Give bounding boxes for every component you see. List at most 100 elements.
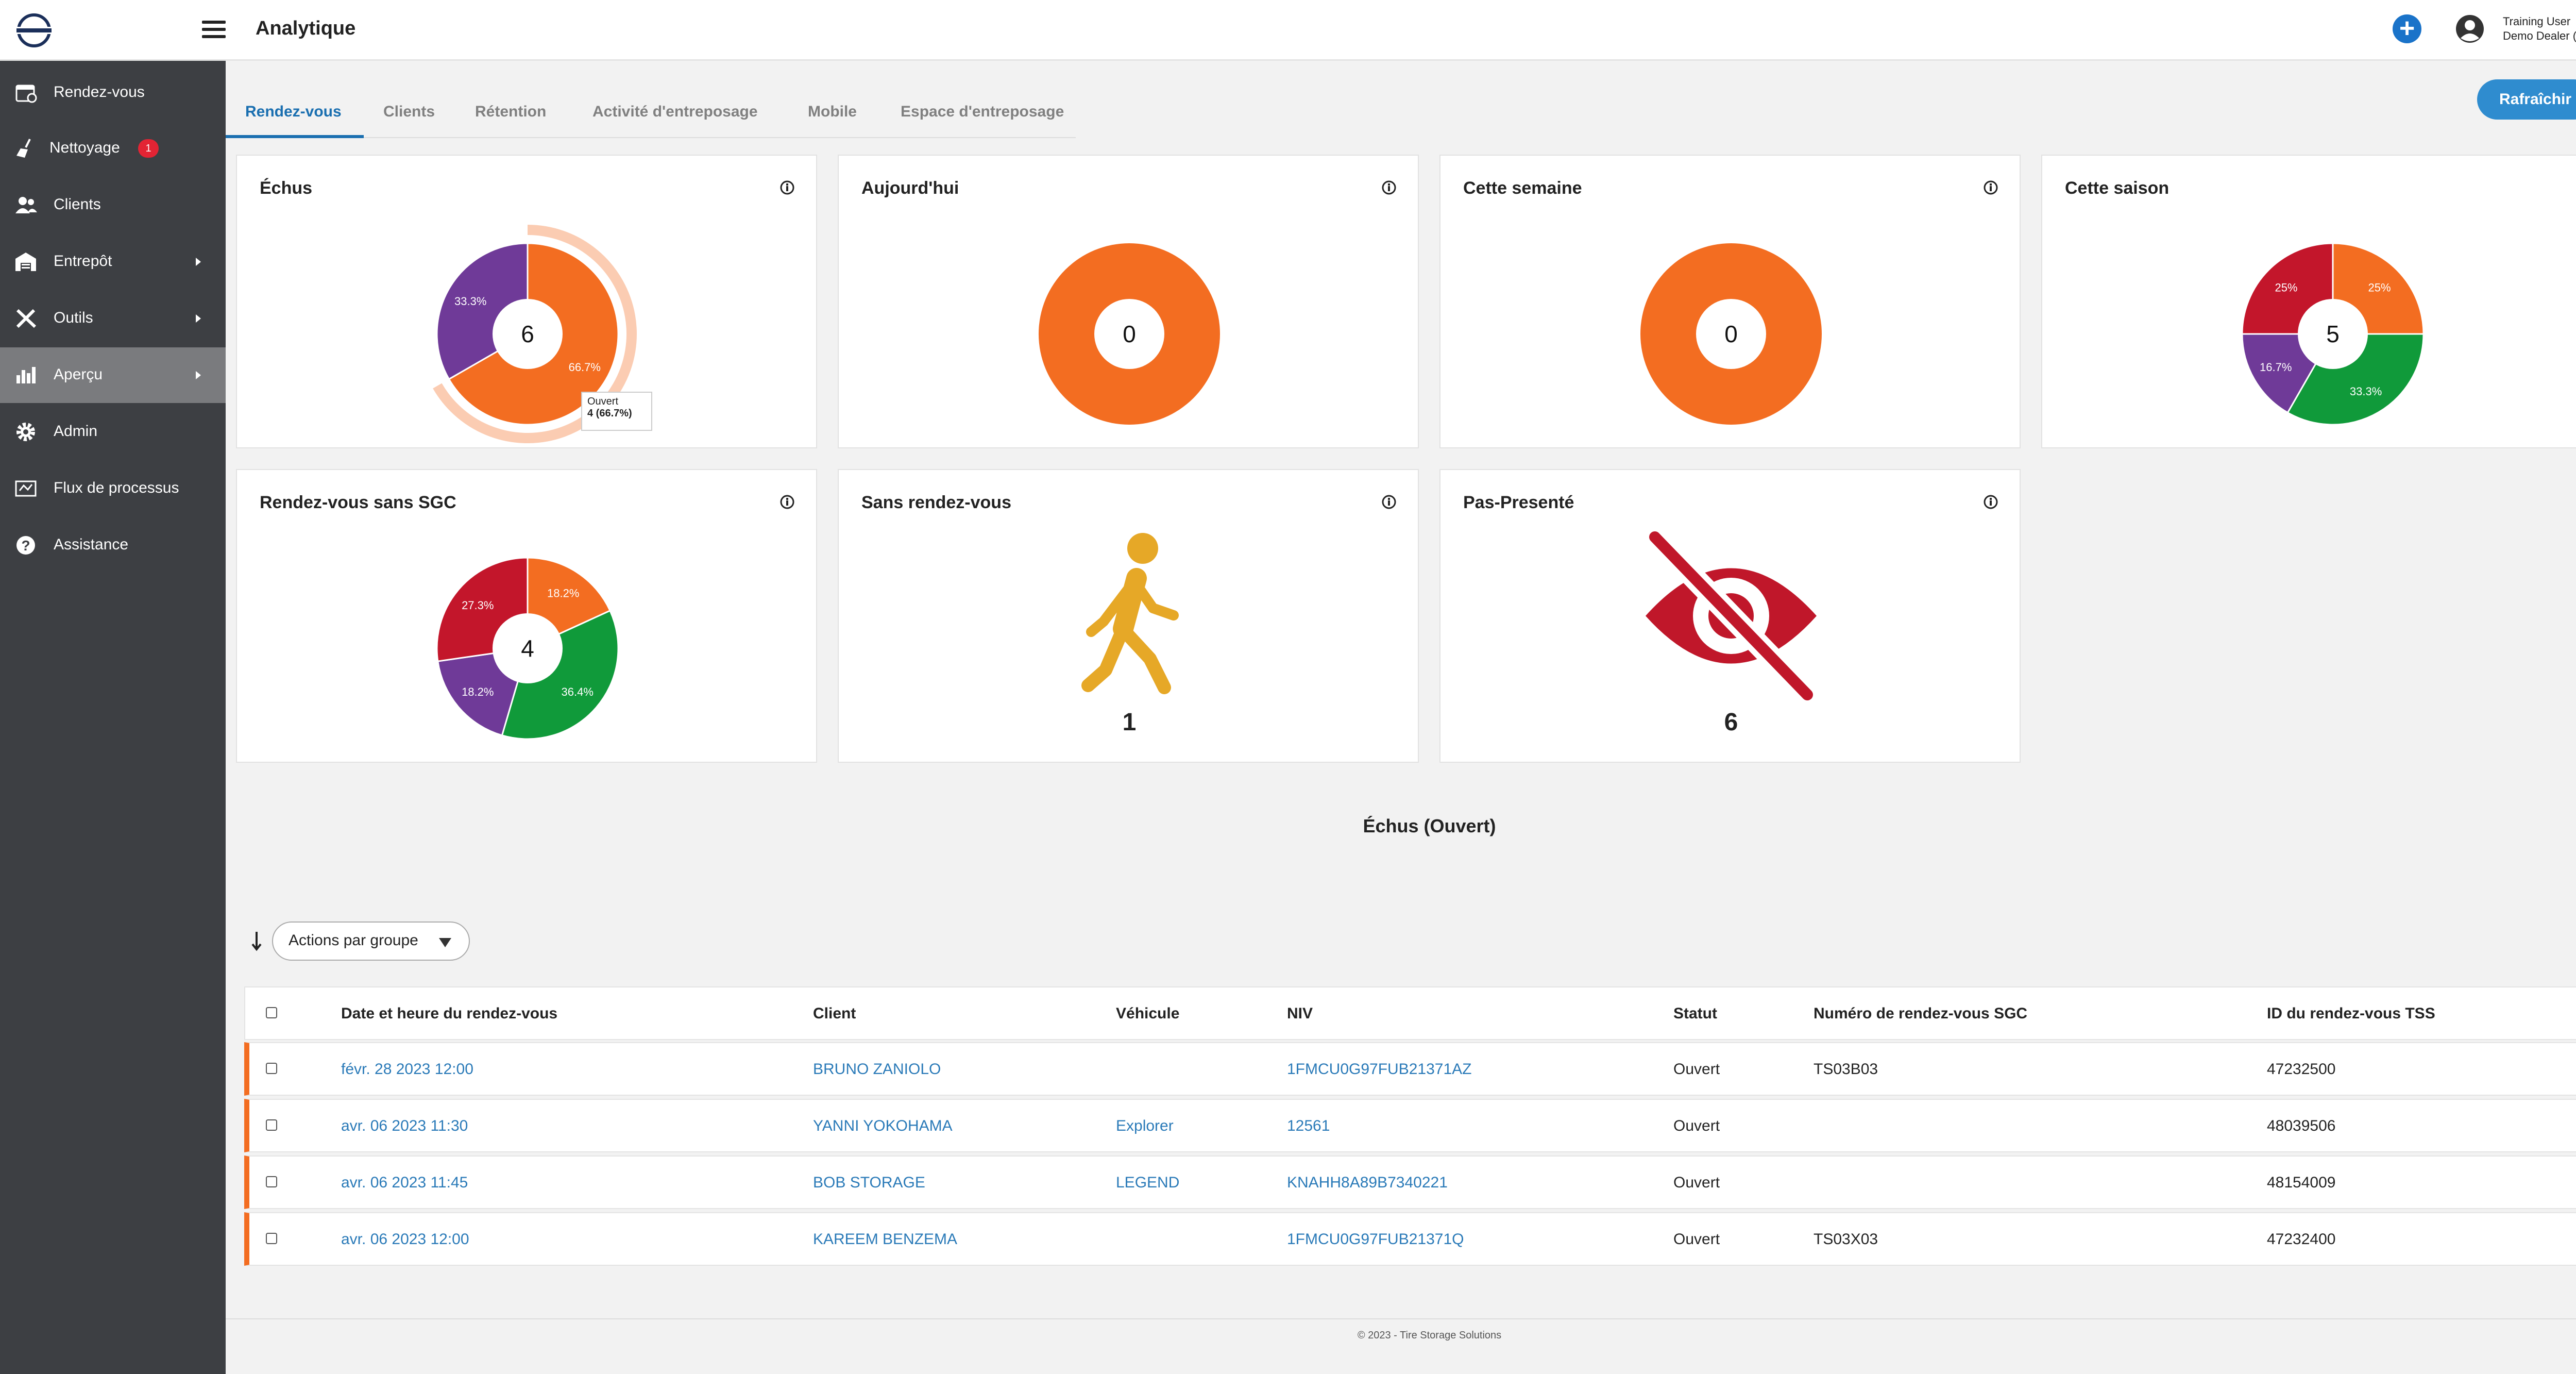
aujourdhui-pie-chart[interactable]: 0	[839, 156, 1420, 449]
pie-slice-label: 18.2%	[462, 685, 494, 698]
sidebar-item-nettoyage[interactable]: Nettoyage 1	[0, 121, 226, 176]
company-logo[interactable]	[13, 13, 55, 47]
card-title: Cette saison	[2065, 178, 2170, 198]
sidebar-item-entrepot[interactable]: Entrepôt	[0, 234, 226, 290]
card-title: Rendez-vous sans SGC	[260, 493, 456, 512]
pie-slice-label: 25%	[2275, 281, 2297, 294]
user-avatar-icon[interactable]	[2455, 14, 2484, 43]
sidebar-item-flux-de-processus[interactable]: Flux de processus	[0, 461, 226, 516]
info-icon[interactable]	[1382, 180, 1396, 195]
info-icon[interactable]	[780, 495, 794, 509]
info-icon[interactable]	[1382, 495, 1396, 509]
add-button[interactable]: +	[2393, 14, 2421, 43]
footer-divider	[226, 1318, 2576, 1319]
sidebar-item-rendez-vous[interactable]: Rendez-vous	[0, 65, 226, 121]
card-aujourdhui: Aujourd'hui 0	[838, 155, 1419, 448]
info-icon[interactable]	[1984, 495, 1998, 509]
donut-center	[1696, 299, 1766, 369]
pie-slice-1[interactable]	[501, 609, 619, 740]
niv-link[interactable]: KNAHH8A89B7340221	[1287, 1174, 1448, 1191]
sidebar-item-outils[interactable]: Outils	[0, 291, 226, 346]
pie-slice-label: 33.3%	[454, 295, 486, 308]
info-icon[interactable]	[1984, 180, 1998, 195]
tab-activite-entreposage[interactable]: Activité d'entreposage	[592, 103, 758, 120]
niv-link[interactable]: 12561	[1287, 1117, 1330, 1134]
pie-slice-label: 27.3%	[462, 599, 494, 612]
tab-retention[interactable]: Rétention	[475, 103, 547, 120]
vehicle-link[interactable]: LEGEND	[1116, 1174, 1180, 1191]
appointment-date-link[interactable]: févr. 28 2023 12:00	[341, 1061, 473, 1078]
vehicle-link[interactable]: Explorer	[1116, 1117, 1174, 1134]
status-text: Ouvert	[1673, 1231, 1720, 1248]
column-header[interactable]: Date et heure du rendez-vous	[341, 1005, 558, 1022]
tooltip-label: Ouvert	[587, 396, 619, 407]
sidebar-item-label: Rendez-vous	[54, 83, 145, 100]
sidebar-item-label: Outils	[54, 309, 93, 326]
tss-id: 47232400	[2267, 1231, 2336, 1248]
chevron-right-icon	[196, 258, 201, 266]
sidebar: Rendez-vous Nettoyage 1 Clients Entrepôt…	[0, 61, 226, 1374]
row-checkbox[interactable]	[266, 1063, 277, 1074]
sidebar-item-label: Entrepôt	[54, 253, 112, 270]
saison-pie-chart[interactable]: 25% 33.3% 16.7% 25% 5	[2042, 156, 2576, 449]
donut-center	[493, 613, 563, 683]
sidebar-item-clients[interactable]: Clients	[0, 177, 226, 233]
sidebar-item-admin[interactable]: Admin	[0, 404, 226, 460]
tooltip-value: 4 (66.7%)	[587, 408, 632, 419]
user-info[interactable]: Training User Demo Dealer (10)	[2503, 14, 2576, 43]
active-tab-indicator	[226, 135, 364, 138]
semaine-pie-chart[interactable]: 0	[1440, 156, 2022, 449]
appointment-date-link[interactable]: avr. 06 2023 12:00	[341, 1231, 469, 1248]
table-row[interactable]: avr. 06 2023 11:30 YANNI YOKOHAMA Explor…	[244, 1099, 2576, 1152]
row-checkbox[interactable]	[266, 1233, 277, 1244]
donut-center-value: 5	[2326, 321, 2340, 347]
select-all-checkbox[interactable]	[266, 1007, 277, 1018]
sidebar-item-apercu[interactable]: Aperçu	[0, 347, 226, 403]
sidebar-item-assistance[interactable]: ? Assistance	[0, 517, 226, 573]
row-checkbox[interactable]	[266, 1176, 277, 1187]
column-header[interactable]: Véhicule	[1116, 1005, 1180, 1022]
group-actions-dropdown[interactable]: Actions par groupe	[272, 921, 470, 961]
page-title: Analytique	[256, 18, 356, 39]
column-header[interactable]: Client	[813, 1005, 856, 1022]
status-text: Ouvert	[1673, 1174, 1720, 1191]
client-link[interactable]: KAREEM BENZEMA	[813, 1231, 958, 1248]
column-header[interactable]: Numéro de rendez-vous SGC	[1814, 1005, 2028, 1022]
niv-link[interactable]: 1FMCU0G97FUB21371Q	[1287, 1231, 1464, 1248]
appointment-date-link[interactable]: avr. 06 2023 11:30	[341, 1117, 468, 1134]
donut-center	[2298, 299, 2368, 369]
column-header[interactable]: Statut	[1673, 1005, 1717, 1022]
tab-divider	[226, 137, 1076, 138]
client-link[interactable]: BRUNO ZANIOLO	[813, 1061, 941, 1078]
menu-toggle-icon[interactable]	[202, 21, 226, 39]
sort-icon[interactable]	[250, 931, 263, 951]
column-header[interactable]: NIV	[1287, 1005, 1313, 1022]
info-icon[interactable]	[780, 180, 794, 195]
sans-sgc-pie-chart[interactable]: 18.2% 36.4% 18.2% 27.3% 4	[237, 470, 818, 764]
tab-espace-entreposage[interactable]: Espace d'entreposage	[901, 103, 1064, 120]
appointment-date-link[interactable]: avr. 06 2023 11:45	[341, 1174, 468, 1191]
refresh-button[interactable]: Rafraîchir	[2477, 79, 2576, 120]
pas-presente-count: 6	[1724, 709, 1738, 736]
tss-id: 48154009	[2267, 1174, 2336, 1191]
table-row[interactable]: avr. 06 2023 12:00 KAREEM BENZEMA 1FMCU0…	[244, 1212, 2576, 1266]
pie-slice-label: 18.2%	[547, 587, 579, 599]
tab-mobile[interactable]: Mobile	[808, 103, 857, 120]
row-checkbox[interactable]	[266, 1119, 277, 1131]
client-link[interactable]: BOB STORAGE	[813, 1174, 925, 1191]
tab-rendez-vous[interactable]: Rendez-vous	[245, 103, 342, 120]
table-row[interactable]: avr. 06 2023 11:45 BOB STORAGE LEGEND KN…	[244, 1155, 2576, 1209]
table-row[interactable]: févr. 28 2023 12:00 BRUNO ZANIOLO 1FMCU0…	[244, 1042, 2576, 1096]
calendar-icon	[15, 85, 37, 103]
niv-link[interactable]: 1FMCU0G97FUB21371AZ	[1287, 1061, 1472, 1078]
card-title: Cette semaine	[1463, 178, 1582, 198]
tab-clients[interactable]: Clients	[383, 103, 435, 120]
card-title: Aujourd'hui	[861, 178, 959, 198]
echus-pie-chart[interactable]: 66.7% 33.3% 6	[237, 156, 818, 449]
card-pas-presente: Pas-Presenté 6	[1439, 469, 2021, 763]
client-link[interactable]: YANNI YOKOHAMA	[813, 1117, 953, 1134]
sgc-number: TS03B03	[1814, 1061, 1878, 1078]
donut-center-value: 4	[521, 635, 534, 662]
notification-badge: 1	[138, 139, 159, 158]
column-header[interactable]: ID du rendez-vous TSS	[2267, 1005, 2435, 1022]
